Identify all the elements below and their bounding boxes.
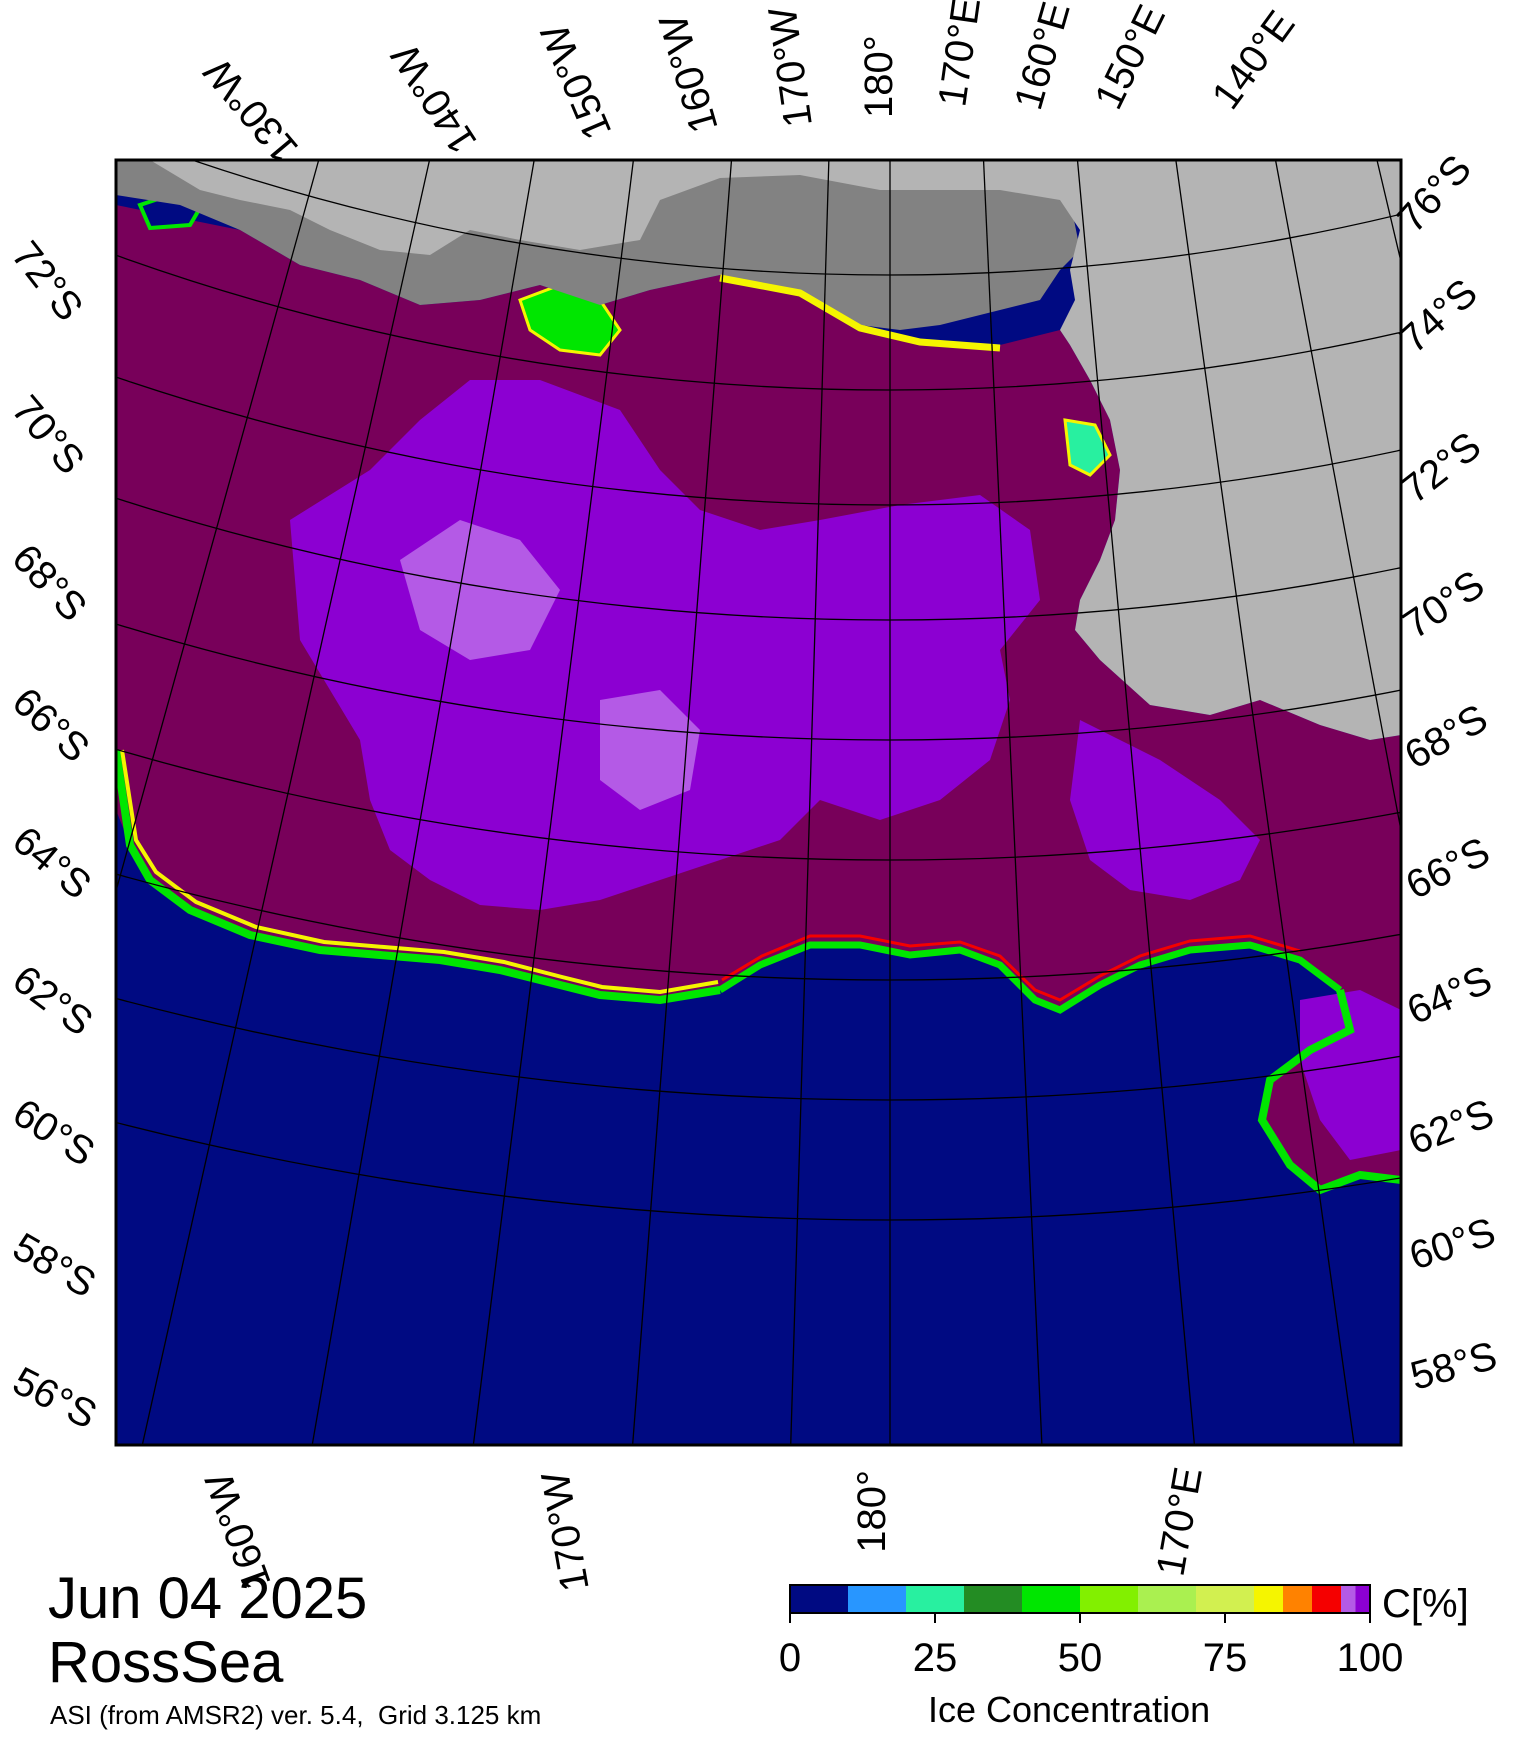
top-longitude-label: 140°W <box>383 36 486 161</box>
right-latitude-label: 66°S <box>1399 829 1497 908</box>
left-latitude-label: 68°S <box>3 536 95 630</box>
top-longitude-label: 150°E <box>1087 0 1175 116</box>
longitude-line <box>1376 160 1401 265</box>
date-label: Jun 04 2025 <box>48 1566 368 1631</box>
ice-edge-east <box>1257 989 1401 1195</box>
longitude-line <box>1076 160 1196 1445</box>
ice-edge-central <box>718 941 1343 1014</box>
right-latitude-label: 70°S <box>1395 562 1492 647</box>
right-latitude-label: 64°S <box>1401 958 1499 1034</box>
longitude-line <box>631 160 733 1445</box>
left-latitude-label: 72°S <box>3 233 91 329</box>
colorbar-swatch <box>848 1585 906 1613</box>
region-label: RossSea <box>48 1630 284 1695</box>
coastal-polynya-2 <box>1063 418 1112 477</box>
top-longitude-label: 140°E <box>1204 3 1304 117</box>
right-latitude-label: 58°S <box>1406 1334 1502 1399</box>
left-latitude-label: 70°S <box>3 388 93 483</box>
longitude-line <box>116 160 320 894</box>
right-latitude-label: 74°S <box>1392 271 1486 362</box>
right-latitude-labels: 76°S 74°S 72°S 70°S 68°S 66°S 64°S 62°S 60°S 58°S <box>1389 147 1502 1399</box>
colorbar-swatch <box>1312 1585 1341 1613</box>
top-longitude-labels: 130°W 140°W 150°W 160°W 170°W 180° 170°E 160°E 1… <box>196 0 1304 170</box>
colorbar-title: Ice Concentration <box>928 1689 1211 1730</box>
source-label: ASI (from AMSR2) ver. 5.4, Grid 3.125 km <box>50 1700 542 1730</box>
colorbar-swatch <box>1355 1585 1370 1613</box>
bottom-longitude-label: 170°W <box>533 1468 597 1595</box>
colorbar-swatch <box>1341 1585 1356 1613</box>
shelf-edge-yellow <box>719 274 1001 352</box>
colorbar-tick-label: 0 <box>778 1636 802 1680</box>
marginal-ice-patch-2 <box>600 690 700 810</box>
colorbar-tick-label: 75 <box>1202 1636 1248 1680</box>
right-latitude-label: 62°S <box>1402 1091 1499 1163</box>
colorbar-swatch <box>1022 1585 1080 1613</box>
colorbar-swatch <box>906 1585 964 1613</box>
longitude-line <box>311 160 535 1445</box>
map-frame <box>114 158 1403 1447</box>
colorbar-unit: C[%] <box>1382 1582 1469 1626</box>
colorbar-swatch <box>1254 1585 1283 1613</box>
right-latitude-label: 68°S <box>1398 696 1495 778</box>
top-longitude-label: 170°E <box>930 0 989 109</box>
right-latitude-label: 76°S <box>1389 147 1480 241</box>
marginal-ice-patch <box>400 520 560 660</box>
colorbar <box>789 1584 1371 1623</box>
top-longitude-label: 160°E <box>1006 0 1078 114</box>
top-longitude-label: 170°W <box>761 4 821 130</box>
longitude-line <box>472 160 635 1445</box>
ice-edge-west <box>116 749 721 1005</box>
colorbar-swatch <box>1283 1585 1312 1613</box>
left-latitude-label: 62°S <box>5 957 101 1045</box>
left-latitude-label: 56°S <box>6 1359 104 1438</box>
right-latitude-label: 72°S <box>1393 424 1489 512</box>
colorbar-swatch <box>790 1585 848 1613</box>
right-latitude-label: 60°S <box>1404 1210 1501 1279</box>
longitude-line <box>1274 160 1401 835</box>
top-longitude-label: 160°W <box>651 9 727 137</box>
longitude-line <box>141 160 431 1445</box>
left-latitude-label: 60°S <box>5 1091 102 1175</box>
ice-edge-central-inner <box>721 934 1301 1002</box>
left-latitude-labels: 72°S 70°S 68°S 66°S 64°S 62°S 60°S 58°S 56°S <box>3 233 104 1437</box>
left-latitude-label: 64°S <box>4 818 99 908</box>
colorbar-tick-label: 50 <box>1057 1636 1103 1680</box>
colorbar-tick-label: 100 <box>1336 1636 1404 1680</box>
left-latitude-label: 66°S <box>4 679 98 771</box>
colorbar-swatch <box>1196 1585 1254 1613</box>
top-longitude-label: 150°W <box>533 17 621 145</box>
longitude-line <box>790 160 830 1445</box>
variable-ice-patch-east <box>1070 720 1260 900</box>
colorbar-tick-label: 25 <box>912 1636 958 1680</box>
ice-edge-west-inner <box>120 749 719 995</box>
colorbar-swatch <box>1138 1585 1196 1613</box>
colorbar-swatch <box>1080 1585 1138 1613</box>
graticule <box>116 160 1401 1445</box>
bottom-longitude-label: 170°E <box>1149 1464 1211 1579</box>
left-latitude-label: 58°S <box>6 1225 103 1307</box>
antarctic-land <box>150 160 1401 740</box>
longitude-line <box>982 160 1043 1445</box>
longitude-line <box>1175 160 1355 1445</box>
variable-ice-patch <box>290 380 1040 910</box>
top-longitude-label: 130°W <box>196 50 307 171</box>
variable-ice-patch-ne <box>1300 990 1401 1160</box>
bottom-longitude-label: 180° <box>850 1470 894 1553</box>
top-longitude-label: 180° <box>857 35 901 118</box>
colorbar-swatch <box>964 1585 1022 1613</box>
